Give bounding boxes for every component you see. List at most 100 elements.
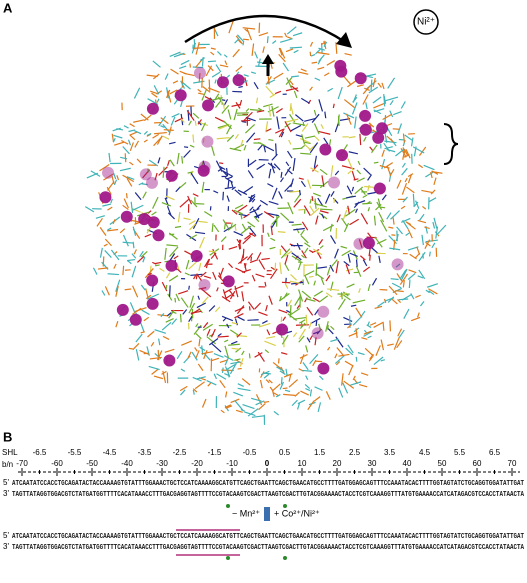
structure-stroke [157,99,159,103]
metal-sphere [130,314,142,326]
structure-stroke [140,322,144,332]
structure-stroke [320,209,332,210]
structure-stroke [130,135,135,140]
bn-tick-label: 20 [333,459,342,468]
metal-sphere [217,76,229,88]
end-label: 5' [3,478,9,487]
structure-stroke [413,194,414,206]
structure-stroke [184,147,188,148]
structure-stroke [289,140,291,145]
structure-stroke [255,303,261,309]
metal-sphere [191,250,203,262]
structure-stroke [291,125,301,130]
structure-stroke [251,72,256,73]
structure-stroke [335,249,339,259]
structure-stroke [195,232,205,233]
structure-stroke [180,71,187,74]
structure-stroke [198,364,203,371]
structure-stroke [125,289,132,290]
structure-stroke [397,180,401,189]
structure-stroke [130,124,135,127]
structure-stroke [204,350,207,359]
metal-sphere [363,237,375,249]
structure-stroke [399,299,408,300]
structure-stroke [308,179,311,188]
structure-stroke [181,298,188,308]
structure-stroke [312,62,317,63]
structure-stroke [193,390,194,395]
structure-stroke [208,383,211,386]
structure-stroke [281,377,282,384]
shl-tick-label: 1.5 [314,448,326,457]
structure-stroke [141,114,149,120]
structure-stroke [117,175,119,180]
structure-stroke [420,301,424,306]
structure-stroke [260,200,268,205]
structure-stroke [229,21,233,33]
structure-stroke [261,258,269,259]
structure-stroke [264,341,275,345]
structure-stroke [391,279,399,280]
structure-stroke [298,400,305,404]
structure-stroke [154,133,167,134]
marker-dot [226,504,230,508]
structure-stroke [240,100,242,106]
structure-stroke [432,243,435,248]
structure-stroke [307,307,313,315]
structure-stroke [171,117,175,126]
structure-stroke [373,97,381,103]
structure-stroke [311,54,315,56]
structure-stroke [170,160,174,166]
structure-stroke [213,272,216,280]
structure-stroke [348,206,350,215]
structure-stroke [353,300,366,303]
structure-stroke [338,87,342,99]
structure-stroke [429,198,436,202]
structure-stroke [390,100,393,105]
structure-stroke [155,262,161,263]
structure-stroke [372,278,376,285]
structure-stroke [208,61,216,62]
structure-stroke [191,173,198,184]
structure-stroke [347,80,356,87]
structure-stroke [275,91,281,93]
structure-stroke [327,88,332,91]
structure-stroke [344,100,354,108]
structure-stroke [270,238,275,240]
structure-stroke [198,296,199,300]
structure-stroke [190,145,194,147]
structure-stroke [403,280,404,287]
structure-stroke [257,166,262,169]
structure-stroke [314,123,319,133]
structure-stroke [231,341,237,344]
structure-stroke [295,392,300,396]
sequence: TAGTTATAGGTGGACGTCTATGATGGTTTTCACATAAACC… [12,491,525,499]
metal-sphere [360,124,372,136]
structure-stroke [310,87,313,91]
sequence: ATCAATATCCACCTGCAGATACTACCAAAAGTGTATTTGG… [12,480,524,488]
structure-stroke [347,284,355,288]
structure-stroke [185,273,190,275]
structure-stroke [299,178,304,179]
structure-stroke [178,291,188,294]
structure-stroke [165,74,168,80]
shl-tick-label: -6.5 [33,448,47,457]
structure-stroke [309,322,311,329]
structure-stroke [257,252,261,259]
structure-stroke [217,374,226,379]
structure-stroke [124,126,129,128]
structure-stroke [422,235,423,245]
structure-stroke [291,76,299,77]
structure-stroke [135,192,141,199]
structure-stroke [331,260,337,267]
structure-stroke [163,336,169,339]
structure-stroke [285,264,289,271]
structure-stroke [160,268,165,271]
structure-stroke [317,267,327,268]
structure-stroke [228,110,231,120]
structure-stroke [374,162,379,163]
metal-sphere [153,229,165,241]
metal-sphere [194,67,206,79]
metal-sphere [198,165,210,177]
bn-tick-label: 60 [473,459,482,468]
